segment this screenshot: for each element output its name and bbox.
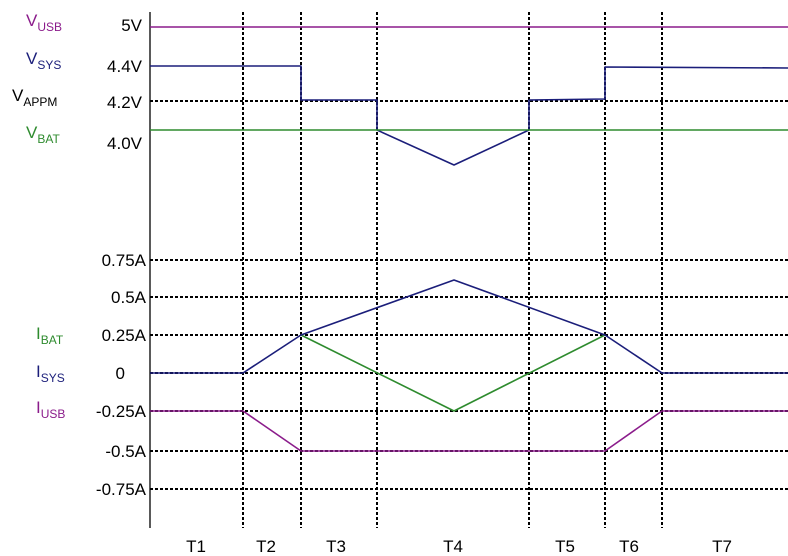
interval-label-t5: T5 (555, 537, 575, 556)
iusb-label: IUSB (36, 398, 65, 421)
interval-label-t4: T4 (443, 537, 463, 556)
vbat-label: VBAT (26, 123, 60, 146)
current-label-zero: 0 (116, 364, 125, 383)
interval-label-t3: T3 (326, 537, 346, 556)
interval-label-t2: T2 (256, 537, 276, 556)
current-label-pos05: 0.5A (111, 288, 147, 307)
vappm-value: 4.2V (107, 93, 143, 112)
current-scale-labels: 0.75A 0.5A 0.25A 0 -0.25A -0.5A -0.75A (96, 251, 147, 499)
vusb-label: VUSB (26, 11, 62, 34)
vsys-value: 4.4V (107, 57, 143, 76)
voltage-labels: VUSB 5V VSYS 4.4V VAPPM 4.2V VBAT 4.0V (12, 11, 143, 153)
vusb-value: 5V (121, 16, 142, 35)
isys-label: ISYS (36, 362, 65, 385)
interval-label-t1: T1 (186, 537, 206, 556)
current-label-neg075: -0.75A (96, 480, 147, 499)
iusb-trace (150, 410, 788, 452)
ibat-trace (300, 334, 606, 412)
current-signal-labels: IBAT ISYS IUSB (36, 324, 65, 421)
interval-label-t6: T6 (619, 537, 639, 556)
vappm-label: VAPPM (12, 86, 57, 109)
interval-labels: T1 T2 T3 T4 T5 T6 T7 (186, 537, 732, 556)
interval-label-t7: T7 (712, 537, 732, 556)
current-label-neg025: -0.25A (96, 402, 147, 421)
current-label-pos025: 0.25A (102, 326, 147, 345)
current-label-neg05: -0.5A (105, 442, 146, 461)
vsys-trace (150, 65, 788, 166)
reference-lines (150, 100, 788, 490)
ibat-label: IBAT (36, 324, 64, 347)
isys-trace (150, 279, 788, 374)
vsys-label: VSYS (26, 49, 61, 72)
current-label-pos075: 0.75A (102, 251, 147, 270)
vbat-value: 4.0V (107, 134, 143, 153)
